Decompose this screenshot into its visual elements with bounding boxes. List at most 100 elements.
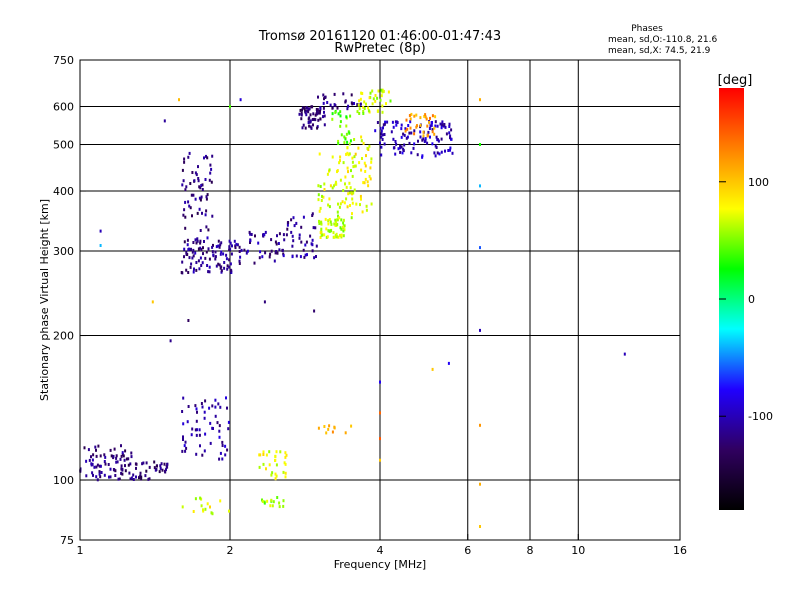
data-point: [191, 256, 194, 260]
data-point: [437, 138, 439, 142]
data-point: [91, 458, 94, 462]
data-point: [322, 195, 325, 199]
data-point: [203, 240, 205, 243]
y-tick-label: 300: [53, 245, 74, 258]
data-point: [182, 435, 184, 439]
colorbar-label: [deg]: [718, 73, 753, 88]
data-point: [221, 440, 224, 444]
data-point: [263, 300, 266, 304]
data-point: [124, 469, 127, 473]
data-point: [337, 202, 339, 206]
data-point: [327, 222, 330, 226]
data-point: [200, 248, 203, 252]
data-point: [188, 256, 191, 260]
data-point: [96, 463, 99, 467]
data-point: [190, 193, 193, 197]
data-point: [182, 179, 185, 183]
data-point: [188, 151, 191, 155]
data-point: [192, 254, 195, 258]
data-point: [196, 239, 199, 243]
data-point: [258, 465, 261, 469]
data-point: [360, 139, 363, 143]
data-point: [317, 118, 320, 122]
data-point: [199, 496, 202, 500]
data-point: [207, 228, 210, 232]
data-point: [351, 102, 354, 106]
data-point: [108, 475, 110, 479]
data-point: [404, 129, 407, 133]
data-point: [332, 231, 335, 235]
data-point: [356, 110, 359, 114]
data-point: [340, 227, 343, 231]
data-point: [429, 135, 431, 139]
data-point: [328, 218, 331, 221]
data-point: [190, 262, 193, 266]
data-point: [198, 196, 201, 200]
data-point: [325, 431, 328, 435]
data-point: [386, 120, 389, 124]
data-point: [284, 462, 287, 466]
y-tick-label: 500: [53, 139, 74, 152]
data-point: [426, 141, 429, 145]
data-point: [204, 213, 207, 217]
data-point: [339, 226, 342, 230]
data-point: [283, 461, 286, 465]
data-point: [195, 419, 198, 423]
data-point: [92, 453, 95, 457]
data-point: [413, 142, 416, 146]
data-point: [434, 154, 437, 158]
data-point: [196, 237, 199, 241]
data-point: [205, 225, 208, 229]
data-point: [181, 183, 184, 187]
data-point: [284, 471, 287, 475]
data-point: [331, 430, 334, 434]
data-point: [301, 126, 304, 130]
data-point: [220, 250, 223, 254]
data-point: [355, 202, 358, 206]
data-point: [158, 470, 161, 474]
data-point: [351, 160, 354, 164]
data-point: [262, 450, 265, 454]
data-point: [342, 218, 345, 222]
data-point: [276, 251, 279, 255]
data-point: [103, 453, 106, 457]
data-point: [223, 261, 226, 264]
data-point: [348, 152, 351, 156]
data-point: [400, 135, 403, 139]
data-point: [367, 109, 370, 113]
data-point: [379, 411, 381, 415]
data-point: [346, 151, 349, 155]
data-point: [366, 180, 369, 184]
data-point: [384, 120, 387, 124]
data-point: [274, 240, 277, 244]
data-point: [346, 205, 349, 209]
data-point: [371, 102, 374, 106]
data-point: [304, 126, 307, 130]
data-point: [204, 507, 207, 511]
data-point: [265, 467, 267, 471]
data-point: [337, 214, 339, 218]
data-point: [353, 102, 355, 105]
data-point: [187, 155, 190, 159]
data-point: [410, 131, 413, 135]
data-point: [479, 423, 481, 427]
data-point: [184, 215, 187, 219]
data-point: [127, 457, 130, 461]
data-point: [208, 257, 211, 261]
data-point: [394, 120, 397, 124]
data-point: [317, 95, 319, 99]
data-point: [316, 110, 318, 114]
data-point: [192, 510, 195, 513]
data-point: [352, 165, 355, 169]
data-point: [186, 238, 189, 242]
data-point: [205, 195, 208, 199]
data-point: [90, 455, 92, 459]
data-point: [287, 221, 290, 224]
data-point: [212, 253, 215, 257]
data-point: [397, 147, 400, 151]
data-point: [205, 197, 208, 201]
data-point: [350, 424, 353, 428]
data-point: [383, 133, 386, 136]
data-point: [109, 448, 112, 452]
